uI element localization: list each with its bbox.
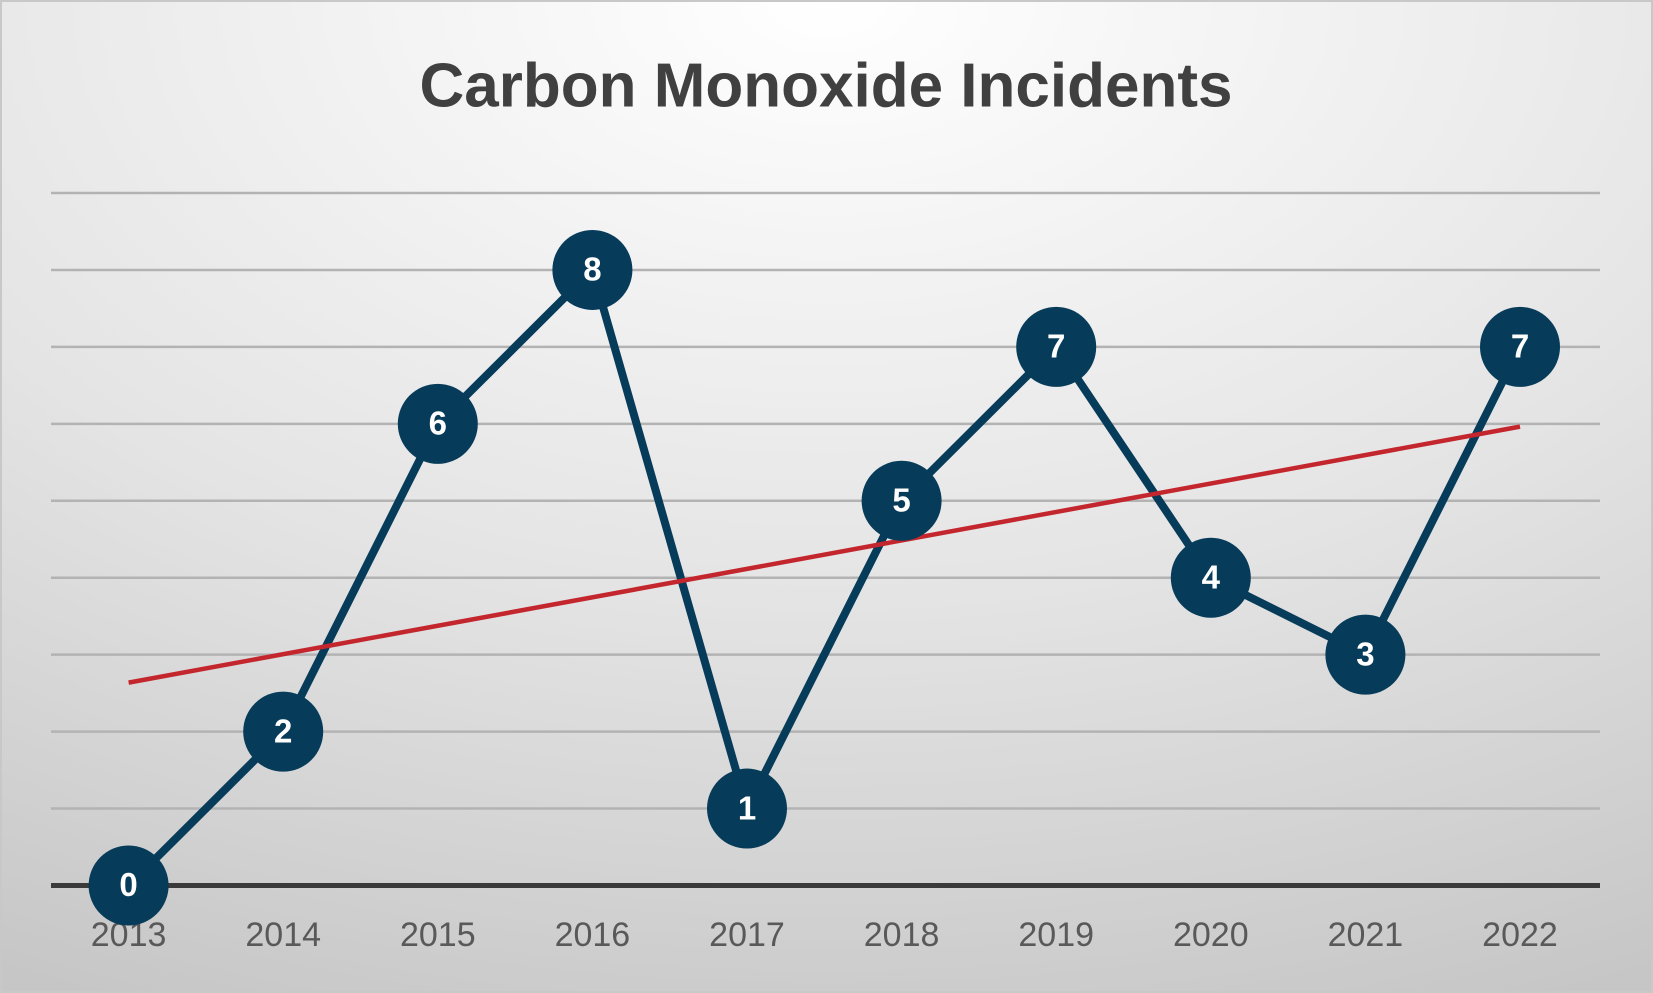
data-point (1170, 537, 1251, 618)
data-point (397, 383, 478, 464)
data-label: 6 (429, 405, 447, 442)
data-label: 8 (583, 251, 601, 288)
data-label: 5 (892, 481, 910, 518)
data-label: 3 (1356, 635, 1374, 672)
x-tick-label: 2019 (1018, 916, 1094, 954)
x-tick-label: 2022 (1482, 916, 1558, 954)
data-point (861, 460, 942, 541)
x-tick-label: 2014 (245, 916, 321, 954)
x-tick-label: 2015 (400, 916, 476, 954)
x-tick-label: 2020 (1173, 916, 1249, 954)
x-tick-label: 2016 (555, 916, 631, 954)
data-point (1016, 306, 1097, 387)
data-point (88, 845, 169, 926)
x-tick-label: 2018 (864, 916, 940, 954)
data-point (243, 691, 324, 772)
data-label: 2 (274, 712, 292, 749)
data-label: 4 (1202, 558, 1221, 595)
x-tick-label: 2021 (1328, 916, 1404, 954)
trendline (128, 424, 1521, 685)
data-label: 7 (1047, 328, 1065, 365)
data-point (1325, 614, 1406, 695)
data-point (1480, 306, 1560, 387)
series-line (125, 265, 1524, 889)
chart-title: Carbon Monoxide Incidents (420, 51, 1233, 120)
data-label: 1 (738, 789, 756, 826)
data-point (707, 768, 787, 849)
data-point (552, 229, 633, 310)
x-tick-label: 2017 (709, 916, 785, 954)
marks: 2 0 1 3 2014 2015 2016 2017 2018 2019 2020 2021 2022… (88, 229, 1560, 954)
data-label: 0 (119, 866, 137, 903)
data-label: 7 (1511, 328, 1529, 365)
